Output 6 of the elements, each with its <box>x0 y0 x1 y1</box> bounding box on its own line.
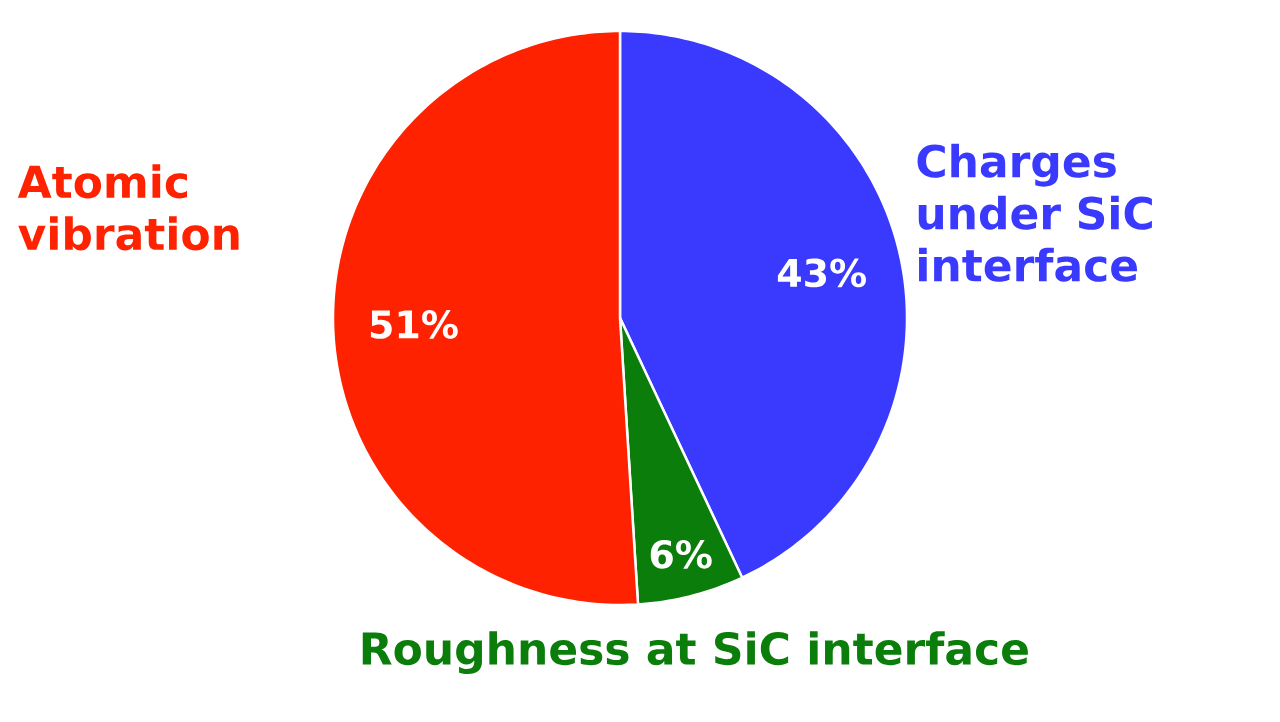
slice-label: Atomic vibration <box>17 164 239 251</box>
data-label: 51% <box>370 310 458 339</box>
slice-label: Roughness at SiC interface <box>362 631 1028 675</box>
data-label: 43% <box>777 258 866 288</box>
data-label: 6% <box>650 539 712 569</box>
slice-label: Charges under SiC interface <box>917 143 1152 282</box>
